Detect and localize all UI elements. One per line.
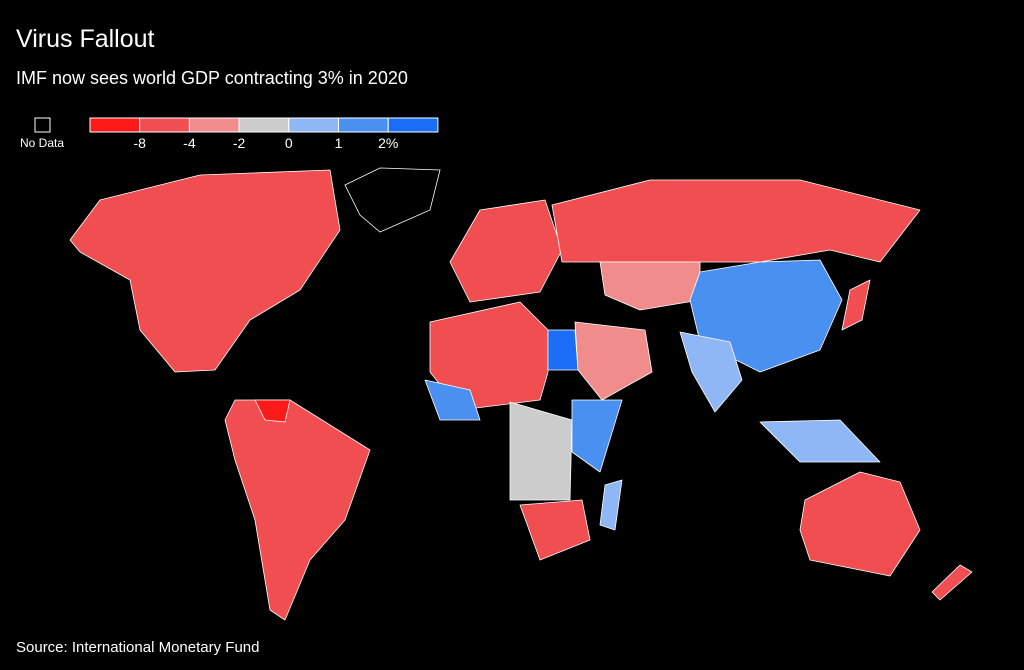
japan [841, 279, 871, 331]
legend-swatch [139, 117, 190, 133]
title: Virus Fallout [16, 25, 155, 53]
egypt [547, 329, 579, 371]
central-africa [509, 401, 573, 501]
madagascar [599, 479, 623, 531]
venezuela [254, 399, 291, 423]
no-data-label: No Data [20, 136, 64, 150]
legend-tick-label: -2 [233, 135, 246, 151]
southern-africa [519, 499, 591, 561]
world-map [69, 167, 973, 621]
india [679, 331, 743, 413]
legend-tick-label: -4 [183, 135, 196, 151]
legend-tick-label: -8 [133, 135, 146, 151]
legend-swatch [338, 117, 389, 133]
north-america [69, 169, 341, 373]
central-asia [599, 261, 701, 311]
legend-swatch [238, 117, 290, 133]
legend-swatch [288, 117, 339, 133]
australia [799, 471, 921, 577]
greenland [344, 167, 441, 233]
legend-tick-label: 0 [285, 135, 293, 151]
source: Source: International Monetary Fund [16, 639, 259, 656]
south-america [224, 399, 371, 621]
east-africa [571, 399, 623, 473]
subtitle: IMF now sees world GDP contracting 3% in… [16, 68, 408, 88]
legend-swatch [387, 117, 439, 133]
no-data-swatch [34, 117, 51, 133]
europe [449, 199, 563, 303]
new-zealand [931, 564, 973, 601]
legend-swatch [188, 117, 240, 133]
legend-tick-label: 2% [378, 135, 398, 151]
west-africa [424, 379, 481, 421]
legend: -8 -4 -2 0 1 2% [89, 117, 439, 151]
legend-swatch [89, 117, 141, 133]
north-africa [429, 301, 549, 411]
middle-east [574, 321, 653, 401]
southeast-asia [759, 419, 881, 463]
legend-tick-label: 1 [335, 135, 343, 151]
russia [551, 179, 921, 263]
